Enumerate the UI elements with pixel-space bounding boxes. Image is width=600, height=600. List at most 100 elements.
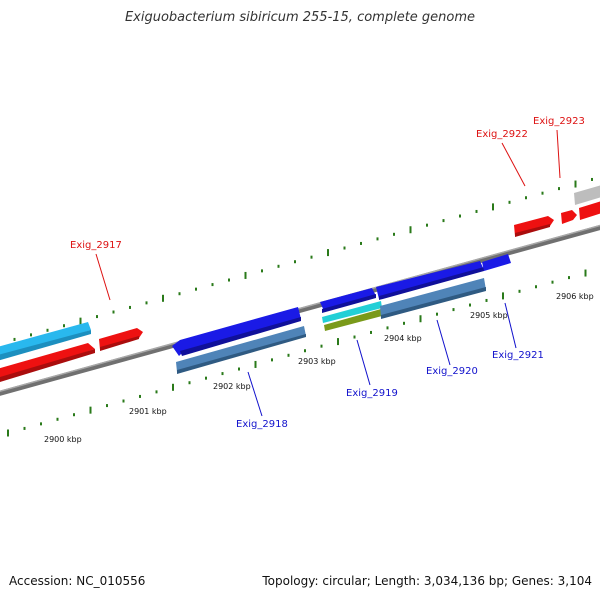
upper-track-minor-tick — [145, 301, 148, 305]
lower-ruler-minor-tick — [452, 308, 455, 312]
lower-ruler-major-tick — [254, 360, 257, 368]
lower-ruler-minor-tick — [436, 312, 438, 316]
lower-ruler-minor-tick — [403, 321, 405, 325]
gene-arrow-exig-2917-shade — [100, 336, 139, 351]
genome-backbone-highlight — [0, 224, 600, 393]
upper-track-minor-tick — [558, 187, 560, 191]
leader-exig-2917 — [95, 253, 111, 301]
upper-track-minor-tick — [112, 310, 115, 314]
lower-ruler-major-tick — [7, 429, 9, 437]
gene-label-exig-2920[interactable]: Exig_2920 — [426, 366, 478, 377]
gene-arrow-exig-2918-steel[interactable] — [176, 326, 306, 372]
upper-track-minor-tick — [475, 209, 478, 213]
gene-labels: Exig_2917 Exig_2922 Exig_2923 Exig_2918 … — [70, 116, 585, 430]
lower-ruler-minor-tick — [23, 426, 26, 430]
leader-exig-2923 — [556, 129, 561, 179]
lower-ruler-minor-tick — [56, 417, 59, 421]
upper-track-major-tick — [492, 203, 494, 211]
upper-track-minor-tick — [46, 328, 49, 332]
lower-ruler-minor-tick — [271, 358, 273, 362]
lower-ruler-minor-tick — [139, 394, 141, 398]
upper-track-minor-tick — [541, 191, 544, 195]
minus-strand-genes — [172, 254, 511, 374]
gene-arrow-exig-2920-steel-shade — [381, 287, 486, 319]
leader-exig-2922 — [501, 142, 526, 187]
gene-label-exig-2919[interactable]: Exig_2919 — [346, 388, 398, 399]
lower-ruler-minor-tick — [568, 276, 570, 280]
gene-arrow-exig-2919-cyan[interactable] — [322, 301, 382, 323]
gene-label-exig-2918[interactable]: Exig_2918 — [236, 419, 288, 430]
lower-ruler-minor-tick — [304, 349, 306, 353]
upper-track-minor-tick — [13, 337, 16, 341]
lower-ruler-major-tick — [502, 292, 504, 300]
genome-summary-text: Topology: circular; Length: 3,034,136 bp… — [262, 574, 592, 588]
ruler-label-2906: 2906 kbp — [556, 292, 594, 301]
ruler-label-2904: 2904 kbp — [384, 334, 422, 343]
lower-ruler-minor-tick — [106, 404, 108, 408]
upper-track-minor-tick — [228, 278, 230, 282]
ruler-label-2902: 2902 kbp — [213, 382, 251, 391]
upper-track-major-tick — [162, 294, 164, 302]
gene-label-exig-2921[interactable]: Exig_2921 — [492, 350, 544, 361]
upper-track-minor-tick — [178, 292, 181, 296]
upper-track-minor-tick — [508, 200, 511, 204]
upper-track-minor-tick — [459, 214, 461, 218]
genome-title: Exiguobacterium sibiricum 255-15, comple… — [124, 10, 476, 25]
upper-track-minor-tick — [129, 305, 131, 309]
upper-track-minor-tick — [360, 241, 362, 245]
gene-label-exig-2917[interactable]: Exig_2917 — [70, 240, 122, 251]
lower-ruler-minor-tick — [320, 344, 323, 348]
gene-arrow-exig-2921-blue[interactable] — [482, 254, 511, 271]
gene-arrow-exig-2918-steel-shade — [177, 334, 306, 374]
upper-track-minor-tick — [426, 223, 428, 227]
gene-arrow-blue-mid[interactable] — [320, 288, 376, 311]
lower-ruler-major-tick — [419, 315, 422, 323]
lower-ruler-minor-tick — [485, 298, 488, 302]
gene-arrow-exig-2919-olive[interactable] — [324, 309, 382, 331]
lower-ruler-major-tick — [89, 406, 92, 414]
ruler-label-2905: 2905 kbp — [470, 311, 508, 320]
lower-ruler-minor-tick — [221, 372, 224, 376]
gene-label-exig-2922[interactable]: Exig_2922 — [476, 129, 528, 140]
upper-track-minor-tick — [96, 315, 98, 319]
gene-arrow-exig-2923-small[interactable] — [561, 210, 577, 224]
upper-track-dots — [13, 177, 593, 341]
leader-exig-2918 — [247, 371, 263, 417]
gene-arrow-exig-2918-blue-shade — [180, 317, 301, 356]
lower-ruler-minor-tick — [518, 289, 521, 293]
upper-track-minor-tick — [30, 333, 32, 337]
label-leaders — [95, 129, 561, 417]
ruler-labels: 2900 kbp 2901 kbp 2902 kbp 2903 kbp 2904… — [44, 292, 594, 444]
lower-ruler-minor-tick — [469, 303, 471, 307]
lower-ruler-minor-tick — [40, 422, 42, 426]
lower-ruler-minor-tick — [535, 285, 537, 289]
leader-exig-2921 — [504, 302, 517, 349]
lower-ruler-major-tick — [337, 338, 339, 346]
gene-arrow-exig-2918-blue[interactable] — [172, 307, 301, 356]
gene-arrow-red-right-edge[interactable] — [579, 200, 600, 220]
lower-ruler-minor-tick — [353, 335, 356, 339]
gene-arrow-exig-2920-steel[interactable] — [380, 278, 486, 318]
lower-ruler-minor-tick — [122, 399, 125, 403]
gene-arrow-left-red-shade — [0, 349, 95, 382]
upper-track-minor-tick — [442, 219, 445, 223]
gene-label-exig-2923[interactable]: Exig_2923 — [533, 116, 585, 127]
upper-track-minor-tick — [591, 177, 593, 181]
gene-arrow-gray[interactable] — [574, 184, 600, 205]
upper-track-major-tick — [327, 249, 329, 257]
gene-arrow-blue-mid-shade — [322, 294, 376, 313]
lower-ruler-minor-tick — [205, 376, 207, 380]
upper-track-minor-tick — [343, 246, 346, 250]
ruler-label-2901: 2901 kbp — [129, 407, 167, 416]
accession-text: Accession: NC_010556 — [9, 574, 146, 588]
upper-track-minor-tick — [63, 324, 65, 328]
leader-exig-2919 — [356, 339, 371, 386]
lower-ruler-minor-tick — [238, 367, 240, 371]
upper-track-minor-tick — [261, 269, 263, 273]
lower-ruler-minor-tick — [287, 353, 290, 357]
upper-track-minor-tick — [310, 255, 313, 259]
upper-track-minor-tick — [211, 283, 214, 287]
lower-ruler-major-tick — [172, 383, 174, 391]
plus-strand-genes — [0, 184, 600, 382]
